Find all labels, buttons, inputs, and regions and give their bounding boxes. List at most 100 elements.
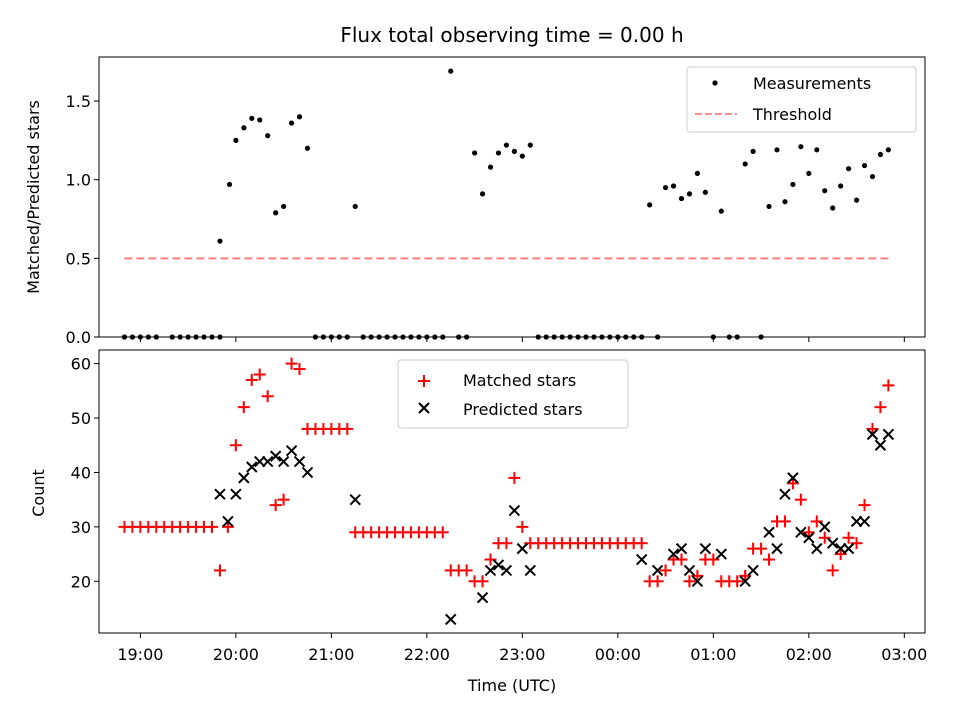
predicted-star-point xyxy=(293,455,306,468)
predicted-star-point xyxy=(238,472,250,484)
measurement-point xyxy=(877,151,884,158)
predicted-star-point xyxy=(747,564,759,577)
predicted-star-point xyxy=(500,564,513,577)
measurement-point xyxy=(742,161,748,167)
matched-star-point xyxy=(794,493,807,506)
matched-star-point xyxy=(277,493,290,506)
matched-star-point xyxy=(802,526,815,539)
measurement-point xyxy=(806,170,812,177)
x-axis-label: Time (UTC) xyxy=(467,676,556,695)
matched-star-point xyxy=(484,553,497,566)
predicted-star-point xyxy=(667,548,680,560)
predicted-star-point xyxy=(349,493,361,506)
matched-star-point xyxy=(755,542,768,555)
measurement-point xyxy=(471,150,478,156)
measurement-point xyxy=(448,68,454,74)
predicted-star-point xyxy=(484,564,497,577)
x-tick-label: 23:00 xyxy=(499,645,545,664)
bottom-y-tick-label: 20 xyxy=(71,572,91,591)
measurement-point xyxy=(798,144,804,150)
x-tick-label: 19:00 xyxy=(117,645,163,664)
matched-star-point xyxy=(508,471,521,484)
predicted-star-point xyxy=(763,526,775,539)
predicted-star-point xyxy=(230,488,242,500)
measurement-point xyxy=(822,188,828,194)
matched-star-point xyxy=(866,422,879,435)
predicted-star-point xyxy=(476,591,489,604)
x-tick-label: 00:00 xyxy=(595,645,641,664)
matched-star-point xyxy=(834,548,847,561)
bottom-y-tick-label: 40 xyxy=(71,463,91,482)
measurement-point xyxy=(846,166,852,172)
matched-star-point xyxy=(659,564,672,577)
matched-star-point xyxy=(293,363,306,376)
x-tick-label: 20:00 xyxy=(213,645,259,664)
matched-star-point xyxy=(731,575,744,588)
measurement-point xyxy=(296,114,303,120)
matched-star-point xyxy=(675,553,688,566)
predicted-star-point xyxy=(803,532,815,544)
x-tick-label: 21:00 xyxy=(308,645,354,664)
matched-star-point xyxy=(810,515,823,528)
predicted-star-point xyxy=(842,542,855,555)
matched-star-point xyxy=(500,537,513,550)
top-y-tick-label: 0.5 xyxy=(66,249,91,268)
top-y-tick-label: 1.0 xyxy=(66,171,91,190)
top-y-axis-label: Matched/Predicted stars xyxy=(24,100,43,294)
measurement-point xyxy=(838,183,844,189)
predicted-star-point xyxy=(261,455,274,468)
measurement-point xyxy=(662,184,669,191)
matched-star-point xyxy=(826,564,839,577)
predicted-star-point xyxy=(882,428,895,441)
predicted-star-point xyxy=(508,504,521,517)
measurement-point xyxy=(718,208,724,214)
predicted-star-point xyxy=(683,564,696,577)
measurement-point xyxy=(217,238,223,244)
matched-star-point xyxy=(285,357,298,370)
measurement-point xyxy=(647,202,653,208)
measurement-point xyxy=(281,203,287,210)
predicted-star-point xyxy=(826,537,839,549)
measurement-point xyxy=(702,189,708,195)
x-tick-label: 22:00 xyxy=(404,645,450,664)
measurement-point xyxy=(352,203,358,210)
measurement-point xyxy=(487,164,494,170)
bottom-legend: Matched stars Predicted stars xyxy=(397,359,629,429)
measurement-point xyxy=(304,145,311,151)
measurement-point xyxy=(288,120,295,126)
predicted-star-point xyxy=(811,542,823,555)
predicted-star-point xyxy=(301,466,314,479)
measurement-point xyxy=(241,125,247,131)
matched-star-point xyxy=(763,553,776,566)
x-tick-label: 01:00 xyxy=(690,645,736,664)
predicted-star-point xyxy=(524,564,537,577)
predicted-star-point xyxy=(858,515,871,528)
measurement-point xyxy=(503,142,510,148)
measurement-point xyxy=(885,147,891,153)
measurement-point xyxy=(527,142,533,148)
matched-star-point xyxy=(707,553,720,566)
top-y-tick-label: 1.5 xyxy=(66,92,91,111)
predicted-star-point xyxy=(715,548,727,560)
measurement-point xyxy=(814,147,820,153)
matched-star-point xyxy=(874,401,887,414)
predicted-star-point xyxy=(739,575,751,588)
predicted-star-point xyxy=(699,542,712,555)
measurement-point xyxy=(750,148,756,154)
predicted-star-point xyxy=(277,455,290,468)
matched-star-point xyxy=(460,564,473,577)
matched-star-point xyxy=(691,569,704,582)
x-tick-label: 03:00 xyxy=(881,645,927,664)
matched-star-point xyxy=(850,537,863,550)
matched-star-point xyxy=(221,520,234,533)
matched-star-point xyxy=(213,564,226,577)
legend-matched-label: Matched stars xyxy=(463,371,576,390)
chart-title: Flux total observing time = 0.00 h xyxy=(340,23,683,47)
top-axes-frame xyxy=(98,56,926,338)
matched-star-point xyxy=(253,368,266,381)
predicted-star-point xyxy=(636,553,648,566)
predicted-star-point xyxy=(246,461,258,473)
bottom-y-tick-label: 30 xyxy=(71,518,91,537)
measurement-point xyxy=(686,191,693,197)
